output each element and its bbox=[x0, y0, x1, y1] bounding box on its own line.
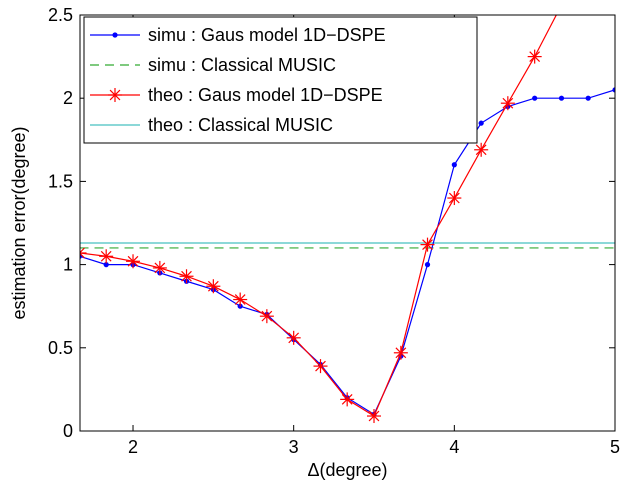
y-tick-label: 0.5 bbox=[48, 338, 73, 358]
series-0-point bbox=[451, 162, 457, 168]
legend-label: simu : Gaus model 1D−DSPE bbox=[148, 25, 386, 45]
series-2-point bbox=[367, 409, 382, 424]
x-tick-label: 5 bbox=[610, 437, 620, 457]
series-2-point bbox=[393, 345, 408, 360]
legend-label: theo : Classical MUSIC bbox=[148, 115, 333, 135]
series-2-point bbox=[259, 309, 274, 324]
legend-item: simu : Gaus model 1D−DSPE bbox=[90, 25, 386, 45]
series-2-point bbox=[179, 269, 194, 284]
series-2-point bbox=[420, 237, 435, 252]
legend-item: theo : Gaus model 1D−DSPE bbox=[90, 85, 383, 105]
legend-item: simu : Classical MUSIC bbox=[90, 55, 336, 75]
series-0-point bbox=[558, 95, 565, 101]
y-tick-label: 1 bbox=[63, 255, 73, 275]
series-0-point bbox=[585, 95, 591, 101]
x-tick-label: 2 bbox=[128, 437, 138, 457]
series-2-point bbox=[447, 191, 462, 206]
series-0-point bbox=[103, 262, 109, 268]
legend-marker bbox=[108, 88, 122, 102]
series-2-point bbox=[340, 392, 355, 407]
series-2-point bbox=[286, 330, 301, 345]
y-tick-label: 2.5 bbox=[48, 5, 73, 25]
series-2-point bbox=[500, 96, 515, 111]
y-tick-label: 1.5 bbox=[48, 171, 73, 191]
legend-label: theo : Gaus model 1D−DSPE bbox=[148, 85, 383, 105]
y-tick-label: 0 bbox=[63, 421, 73, 441]
x-axis-label: Δ(degree) bbox=[307, 460, 387, 480]
legend-box bbox=[83, 16, 478, 144]
series-2-point bbox=[126, 254, 141, 269]
plot-frame bbox=[79, 14, 616, 432]
series-layer bbox=[80, 0, 615, 424]
series-2-point bbox=[99, 249, 114, 264]
y-tick-label: 2 bbox=[63, 88, 73, 108]
y-axis-label: estimation error(degree) bbox=[9, 126, 29, 319]
series-2-point bbox=[80, 245, 87, 260]
legend-marker bbox=[112, 32, 118, 38]
series-0-point bbox=[612, 87, 615, 93]
series-2 bbox=[80, 0, 569, 424]
series-0-point bbox=[478, 120, 484, 126]
series-0-point bbox=[424, 262, 431, 268]
series-2-point bbox=[152, 260, 167, 275]
legend-item: theo : Classical MUSIC bbox=[90, 115, 333, 135]
series-2-point bbox=[527, 49, 542, 64]
legend-label: simu : Classical MUSIC bbox=[148, 55, 336, 75]
ticks-layer: 2 3 4 5 0 0.5 1 1.5 2 2.5 bbox=[48, 5, 620, 457]
series-2-point bbox=[206, 279, 221, 294]
series-2-point bbox=[474, 142, 489, 157]
x-tick-label: 4 bbox=[449, 437, 459, 457]
series-2-point bbox=[555, 0, 569, 12]
series-2-point bbox=[313, 359, 328, 374]
legend: simu : Gaus model 1D−DSPE simu : Classica… bbox=[83, 16, 478, 144]
x-tick-label: 3 bbox=[289, 437, 299, 457]
series-0-point bbox=[532, 95, 538, 101]
series-2-point bbox=[233, 292, 248, 307]
